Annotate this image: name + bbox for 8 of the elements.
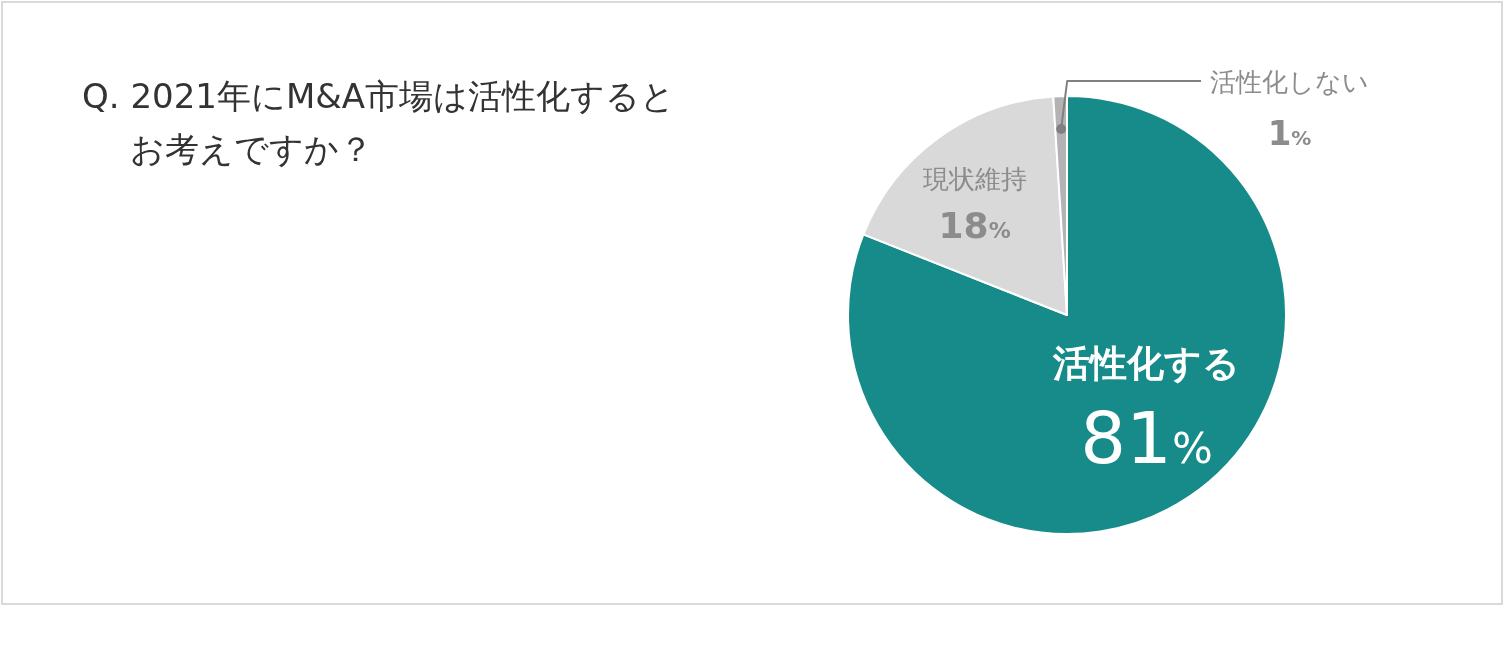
slice-label: 活性化しない: [1210, 67, 1369, 97]
slice-label: 現状維持: [922, 163, 1027, 194]
data-label: 81%: [1080, 395, 1213, 480]
data-label: 1%: [1267, 113, 1312, 153]
slice-label: 活性化する: [1052, 341, 1241, 385]
pie-slice: [847, 95, 1287, 535]
text: Q. 2021年にM&A市場は活性化するとお考えですか？: [82, 75, 676, 171]
data-label: 18%: [938, 204, 1011, 246]
